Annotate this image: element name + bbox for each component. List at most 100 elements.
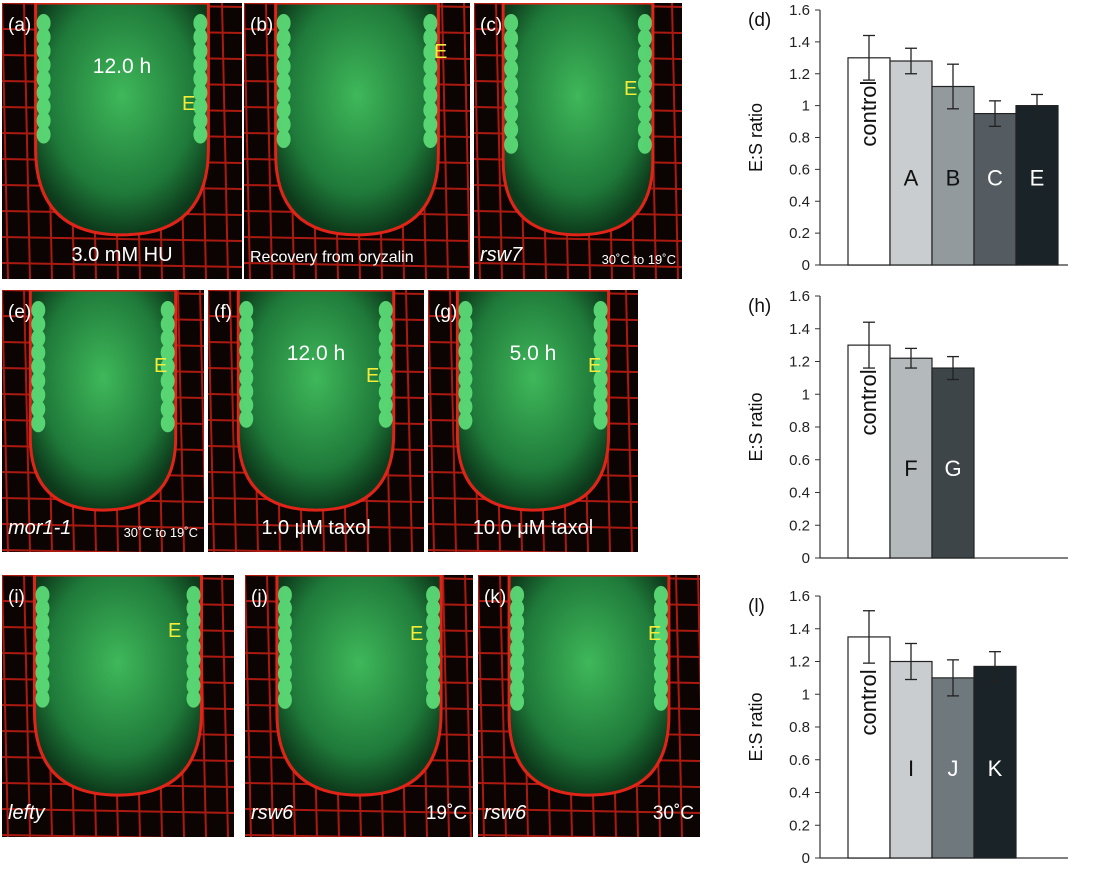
bar-label-h-2: G: [944, 456, 961, 481]
timepoint-label-a: 12.0 h: [92, 55, 152, 78]
condition-label-a: 3.0 mM HU: [71, 244, 173, 266]
micrograph-f: (f) 12.0 h E 1.0 μM taxol: [208, 290, 424, 552]
bar-label-d-0: control: [856, 81, 881, 147]
panel-label-j: (j): [251, 587, 268, 608]
chart-svg-l: (l) 0 0.2 0.4 0.6 0.8 1 1.2 1.4 1.6 E:S ratio contr…: [746, 588, 1068, 867]
y-tick-label-l-2: 0.4: [789, 785, 810, 802]
bar-label-d-3: C: [987, 165, 1003, 190]
temperature-label-k: 30˚C: [652, 803, 694, 824]
y-tick-label-l-0: 0: [802, 850, 810, 867]
y-tick-label-d-7: 1.4: [789, 34, 810, 51]
chart-svg-d: (d) 0 0.2 0.4 0.6 0.8 1 1.2 1.4 1.6 E:S ratio contr…: [746, 2, 1068, 274]
error-bar-h-0: [863, 321, 875, 369]
panel-label-b: (b): [250, 15, 274, 36]
bar-d-4: [1015, 105, 1059, 266]
endodermis-label-f: E: [366, 365, 380, 387]
y-tick-label-d-4: 0.8: [789, 130, 810, 147]
error-bar-h-1: [905, 347, 917, 369]
endodermis-label-e: E: [154, 355, 168, 377]
y-tick-label-l-7: 1.4: [789, 621, 810, 638]
y-tick-label-l-5: 1: [802, 686, 810, 703]
error-bar-d-0: [863, 34, 875, 81]
bar-h-2: [931, 367, 975, 559]
condition-label-f: 1.0 μM taxol: [261, 517, 371, 539]
y-tick-label-h-5: 1: [802, 386, 810, 403]
condition-label-c: rsw7: [480, 244, 523, 266]
y-tick-label-l-8: 1.6: [789, 588, 810, 605]
temperature-label-e: 30˚C to 19˚C: [123, 525, 198, 540]
panel-label-k: (k): [484, 587, 507, 608]
error-bar-d-4: [1031, 93, 1043, 118]
bar-label-d-2: B: [946, 165, 961, 190]
y-tick-label-d-3: 0.6: [789, 161, 810, 178]
bar-label-l-0: control: [856, 669, 881, 735]
y-tick-label-h-1: 0.2: [789, 517, 810, 534]
y-tick-label-h-8: 1.6: [789, 288, 810, 305]
y-tick-label-h-3: 0.6: [789, 452, 810, 469]
bar-h-1: [889, 357, 933, 559]
endodermis-label-g: E: [588, 355, 602, 377]
endodermis-label-i: E: [168, 620, 182, 642]
condition-label-j: rsw6: [251, 802, 294, 824]
condition-label-i: lefty: [8, 802, 45, 824]
condition-label-e: mor1-1: [8, 517, 72, 539]
timepoint-label-f: 12.0 h: [286, 342, 346, 365]
endodermis-label-a: E: [182, 93, 196, 115]
bar-l-0: [847, 636, 891, 859]
y-tick-label-d-1: 0.2: [789, 225, 810, 242]
bar-label-l-1: I: [908, 756, 914, 781]
y-tick-label-d-6: 1.2: [789, 66, 810, 83]
bar-label-h-0: control: [856, 369, 881, 435]
timepoint-label-g: 5.0 h: [509, 342, 557, 365]
y-tick-label-d-2: 0.4: [789, 193, 810, 210]
chart-panel-label-d: (d): [748, 10, 771, 31]
chart-panel-label-l: (l): [748, 596, 765, 617]
bar-chart-h: (h) 0 0.2 0.4 0.6 0.8 1 1.2 1.4 1.6 E:S ratio contr…: [720, 286, 1102, 578]
bar-label-d-4: E: [1030, 165, 1045, 190]
bar-label-l-3: K: [988, 756, 1003, 781]
micrograph-b: (b) E Recovery from oryzalin: [244, 3, 470, 279]
error-bar-l-2: [947, 659, 959, 697]
y-tick-label-h-4: 0.8: [789, 419, 810, 436]
bar-d-1: [889, 60, 933, 266]
chart-svg-h: (h) 0 0.2 0.4 0.6 0.8 1 1.2 1.4 1.6 E:S ratio contr…: [746, 288, 1068, 567]
y-tick-label-l-1: 0.2: [789, 817, 810, 834]
y-tick-label-d-5: 1: [802, 98, 810, 115]
y-tick-label-d-8: 1.6: [789, 2, 810, 19]
bar-l-2: [931, 677, 975, 859]
y-tick-label-l-4: 0.8: [789, 719, 810, 736]
bar-d-2: [931, 85, 975, 266]
panel-label-e: (e): [8, 302, 32, 323]
bar-label-d-1: A: [904, 165, 919, 190]
endodermis-label-c: E: [624, 78, 638, 100]
panel-label-c: (c): [480, 15, 503, 36]
micrograph-g: (g) 5.0 h E 10.0 μM taxol: [428, 290, 638, 552]
endodermis-label-k: E: [648, 623, 662, 645]
condition-label-g: 10.0 μM taxol: [472, 517, 594, 539]
bar-label-h-1: F: [904, 456, 917, 481]
temperature-label-c: 30˚C to 19˚C: [601, 252, 676, 267]
error-bar-l-0: [863, 610, 875, 664]
endodermis-label-b: E: [434, 41, 448, 63]
panel-label-i: (i): [8, 587, 25, 608]
y-tick-label-d-0: 0: [802, 257, 810, 274]
bar-chart-d: (d) 0 0.2 0.4 0.6 0.8 1 1.2 1.4 1.6 E:S ratio contr…: [720, 0, 1102, 285]
error-bar-d-3: [989, 100, 1001, 127]
bar-label-l-2: J: [948, 756, 959, 781]
panel-label-g: (g): [434, 302, 458, 323]
condition-label-b: Recovery from oryzalin: [250, 249, 414, 266]
error-bar-d-1: [905, 47, 917, 75]
y-tick-label-h-6: 1.2: [789, 354, 810, 371]
condition-label-k: rsw6: [484, 802, 527, 824]
y-axis-label-l: E:S ratio: [746, 692, 766, 761]
error-bar-h-2: [947, 355, 959, 381]
chart-panel-label-h: (h): [748, 296, 771, 317]
endodermis-label-j: E: [410, 623, 424, 645]
y-tick-label-l-3: 0.6: [789, 752, 810, 769]
y-axis-label-d: E:S ratio: [746, 103, 766, 172]
